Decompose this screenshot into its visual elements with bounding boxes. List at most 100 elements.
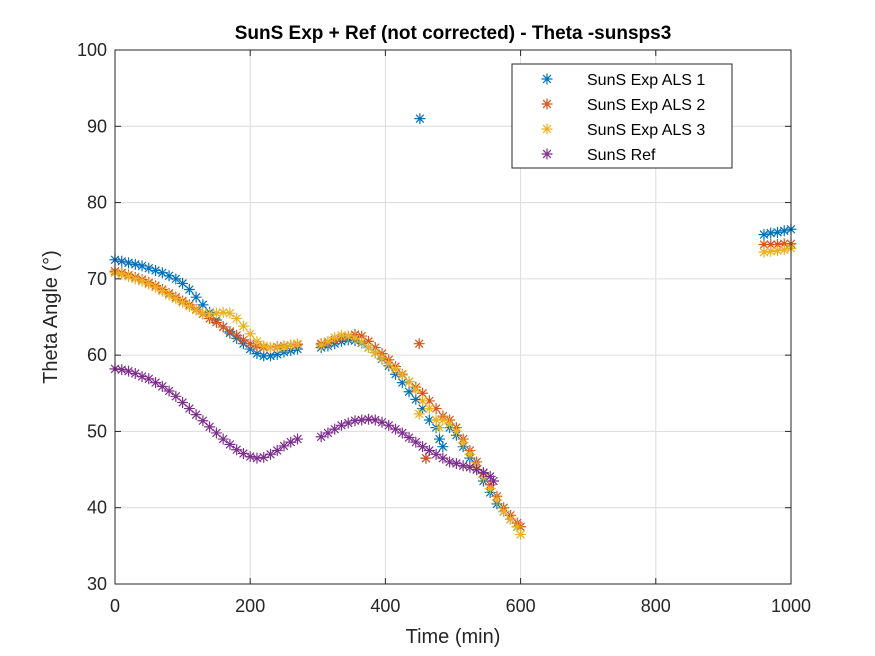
data-point xyxy=(177,297,189,309)
data-point xyxy=(116,364,128,376)
data-point xyxy=(315,431,327,443)
data-point xyxy=(430,403,442,415)
data-point xyxy=(150,377,162,389)
data-point xyxy=(156,380,168,392)
data-point xyxy=(417,395,429,407)
data-point xyxy=(383,358,395,370)
data-point xyxy=(217,306,229,318)
data-point xyxy=(251,452,263,464)
data-point xyxy=(329,332,341,344)
data-point xyxy=(177,396,189,408)
data-point xyxy=(278,440,290,452)
axis-ticks xyxy=(114,49,792,585)
data-point xyxy=(758,239,770,251)
data-point xyxy=(457,437,469,449)
data-point xyxy=(477,467,489,479)
data-point xyxy=(771,226,783,238)
data-point xyxy=(210,307,222,319)
data-point xyxy=(278,341,290,353)
data-point xyxy=(217,433,229,445)
data-point xyxy=(170,390,182,402)
data-point xyxy=(778,238,790,250)
data-point xyxy=(264,448,276,460)
legend-entry: SunS Exp ALS 2 xyxy=(587,97,705,114)
data-point xyxy=(430,448,442,460)
data-point xyxy=(136,371,148,383)
data-point xyxy=(423,414,435,426)
data-point xyxy=(491,494,503,506)
data-point xyxy=(758,229,770,241)
data-point xyxy=(765,245,777,257)
data-point xyxy=(143,373,155,385)
data-point xyxy=(423,395,435,407)
data-point xyxy=(413,408,425,420)
data-point xyxy=(237,448,249,460)
data-point xyxy=(183,284,195,296)
data-point xyxy=(504,513,516,525)
data-point xyxy=(190,409,202,421)
data-point xyxy=(129,258,141,270)
data-point xyxy=(464,448,476,460)
data-point xyxy=(271,348,283,360)
data-point xyxy=(356,414,368,426)
data-point xyxy=(143,262,155,274)
data-point xyxy=(342,330,354,342)
data-point xyxy=(437,452,449,464)
data-point xyxy=(758,246,770,258)
data-point xyxy=(258,350,270,362)
data-point xyxy=(437,414,449,426)
data-point xyxy=(156,285,168,297)
data-point xyxy=(231,329,243,341)
data-point xyxy=(150,281,162,293)
data-point xyxy=(356,336,368,348)
data-point xyxy=(511,521,523,533)
data-point xyxy=(356,330,368,342)
y-tick-label: 30 xyxy=(87,574,107,594)
x-tick-label: 800 xyxy=(641,596,671,616)
data-point xyxy=(150,264,162,276)
y-tick-label: 100 xyxy=(77,40,107,60)
data-point xyxy=(484,470,496,482)
data-point xyxy=(376,416,388,428)
data-point xyxy=(156,267,168,279)
data-point xyxy=(410,393,422,405)
data-point xyxy=(129,273,141,285)
data-point xyxy=(231,313,243,325)
data-point xyxy=(258,451,270,463)
data-point xyxy=(765,227,777,239)
data-point xyxy=(224,307,236,319)
y-tick-label: 50 xyxy=(87,421,107,441)
data-point xyxy=(183,403,195,415)
data-point xyxy=(413,338,425,350)
data-point xyxy=(433,433,445,445)
legend-entry: SunS Exp ALS 3 xyxy=(587,122,705,139)
data-point xyxy=(369,347,381,359)
data-point xyxy=(237,334,249,346)
data-point xyxy=(285,436,297,448)
data-point xyxy=(410,436,422,448)
data-point xyxy=(488,475,500,487)
data-point xyxy=(322,427,334,439)
data-point xyxy=(778,244,790,256)
data-point xyxy=(264,342,276,354)
data-point xyxy=(217,321,229,333)
data-point xyxy=(197,415,209,427)
data-point xyxy=(210,316,222,328)
x-tick-label: 200 xyxy=(235,596,265,616)
legend-marker xyxy=(541,148,553,160)
data-point xyxy=(403,386,415,398)
data-point xyxy=(136,260,148,272)
data-point xyxy=(363,335,374,347)
plot-frame xyxy=(114,49,792,585)
legend-marker xyxy=(541,123,553,135)
data-point xyxy=(258,340,270,352)
data-point xyxy=(765,239,777,251)
y-tick-label: 40 xyxy=(87,498,107,518)
data-point xyxy=(244,328,256,340)
data-point xyxy=(390,423,402,435)
data-point xyxy=(450,425,462,437)
chart-title: SunS Exp + Ref (not corrected) - Theta -… xyxy=(235,23,672,44)
data-point xyxy=(116,255,128,267)
data-point xyxy=(292,338,304,350)
data-point xyxy=(417,387,429,399)
